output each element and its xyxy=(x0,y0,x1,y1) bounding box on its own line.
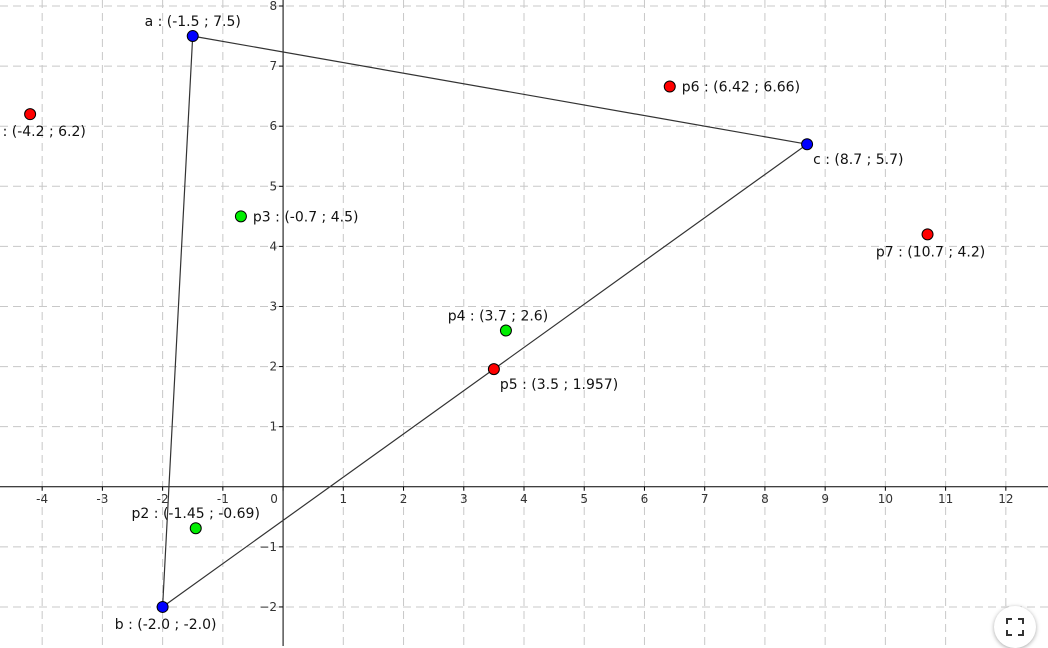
point-p6 xyxy=(663,80,676,93)
x-tick-label: 0 xyxy=(270,492,278,506)
x-tick-label: 3 xyxy=(460,492,468,506)
x-tick-label: 7 xyxy=(701,492,709,506)
point-labels: a : (-1.5 ; 7.5) b : (-2.0 ; -2.0) c : (8.… xyxy=(0,14,985,633)
y-tick-label: −2 xyxy=(259,600,277,614)
x-tick-label: 1 xyxy=(339,492,347,506)
y-tick-label: 5 xyxy=(269,179,277,193)
point-p3 xyxy=(234,210,247,223)
point-p4 xyxy=(499,324,512,337)
triangle-outline xyxy=(161,35,809,609)
point-p1 xyxy=(24,108,37,121)
x-tick-label: 5 xyxy=(580,492,588,506)
label-p3: p3 : (-0.7 ; 4.5) xyxy=(253,209,359,225)
x-tick-label: 8 xyxy=(761,492,769,506)
x-tick-label: -1 xyxy=(217,492,229,506)
fullscreen-icon xyxy=(1006,618,1024,636)
x-tick-label: 6 xyxy=(641,492,649,506)
point-p7 xyxy=(921,228,934,241)
x-tick-label: 2 xyxy=(400,492,408,506)
label-p1: p1 : (-4.2 ; 6.2) xyxy=(0,124,86,140)
y-tick-label: −1 xyxy=(259,540,277,554)
y-tick-label: 3 xyxy=(269,299,277,313)
point-p5 xyxy=(487,363,500,376)
y-tick-label: 7 xyxy=(269,59,277,73)
x-tick-label: -4 xyxy=(36,492,48,506)
point-b xyxy=(156,600,169,613)
x-tick-label: 10 xyxy=(878,492,893,506)
label-c: c : (8.7 ; 5.7) xyxy=(813,152,903,168)
label-p7: p7 : (10.7 ; 4.2) xyxy=(876,244,985,260)
label-p4: p4 : (3.7 ; 2.6) xyxy=(448,309,548,325)
label-p2: p2 : (-1.45 ; -0.69) xyxy=(132,506,260,522)
x-tick-label: 9 xyxy=(821,492,829,506)
y-tick-label: 8 xyxy=(269,0,277,13)
label-p5: p5 : (3.5 ; 1.957) xyxy=(500,377,618,393)
x-tick-label: 4 xyxy=(520,492,528,506)
x-tick-label: 11 xyxy=(938,492,953,506)
point-a xyxy=(186,30,199,43)
points xyxy=(24,30,934,613)
point-p2 xyxy=(189,522,202,535)
y-tick-label: 6 xyxy=(269,119,277,133)
fullscreen-button[interactable] xyxy=(994,606,1036,648)
y-tick-label: 1 xyxy=(269,420,277,434)
y-tick-label: 2 xyxy=(269,360,277,374)
point-c xyxy=(801,138,814,151)
x-tick-label: 12 xyxy=(998,492,1013,506)
triangle-abc xyxy=(161,35,809,609)
y-tick-label: 4 xyxy=(269,239,277,253)
label-p6: p6 : (6.42 ; 6.66) xyxy=(682,80,800,96)
label-a: a : (-1.5 ; 7.5) xyxy=(145,14,241,30)
x-tick-label: -2 xyxy=(157,492,169,506)
x-tick-label: -3 xyxy=(96,492,108,506)
label-b: b : (-2.0 ; -2.0) xyxy=(115,617,217,633)
